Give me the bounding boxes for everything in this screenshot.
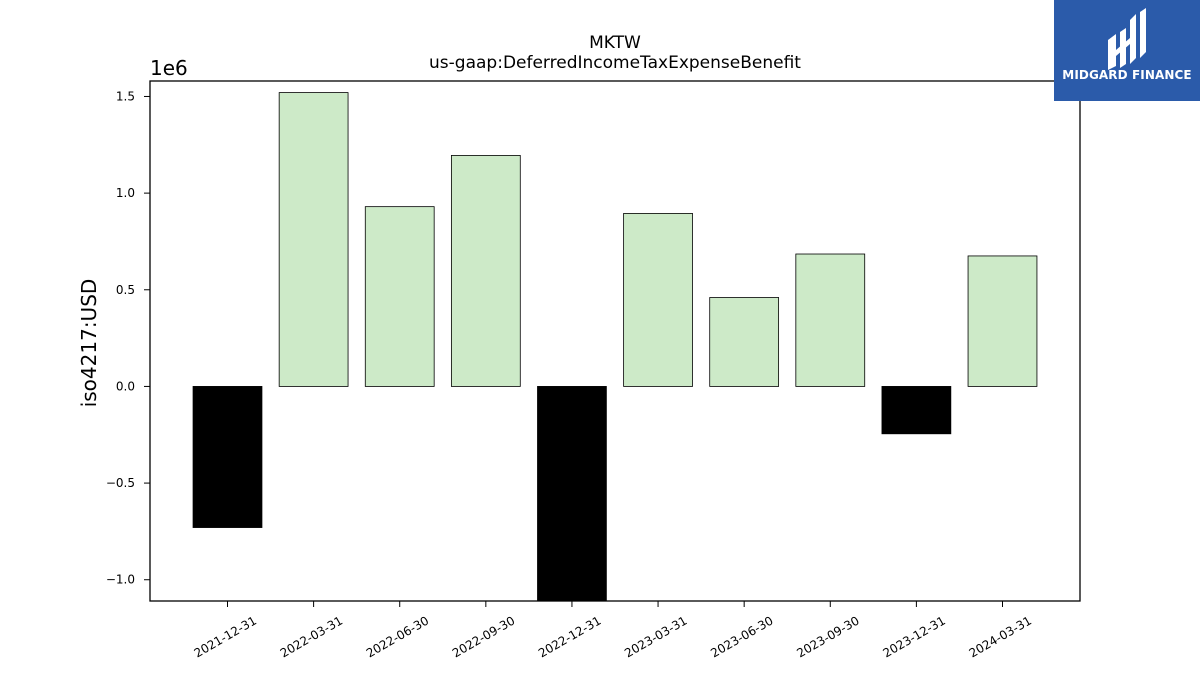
bar-2021-12-31 xyxy=(192,386,263,528)
y-tick-label: 1.0 xyxy=(116,186,135,200)
x-tick-label: 2023-09-30 xyxy=(794,613,861,660)
chart-subtitle: us-gaap:DeferredIncomeTaxExpenseBenefit xyxy=(429,53,801,73)
midgard-logo-icon xyxy=(1108,8,1146,70)
bar-2023-06-30 xyxy=(709,297,780,387)
midgard-finance-logo: MIDGARD FINANCE xyxy=(1054,0,1200,101)
bar-2022-03-31 xyxy=(278,92,349,387)
x-tick-label: 2022-03-31 xyxy=(278,613,345,660)
bar-2023-12-31 xyxy=(881,386,952,435)
x-tick-label: 2024-03-31 xyxy=(967,613,1034,660)
x-tick-label: 2022-06-30 xyxy=(364,613,431,660)
x-tick-label: 2023-06-30 xyxy=(708,613,775,660)
chart-title: MKTW xyxy=(589,33,641,53)
bars-group xyxy=(192,92,1038,602)
x-tick-label: 2021-12-31 xyxy=(192,613,259,660)
bar-2022-09-30 xyxy=(450,155,521,387)
plot-frame xyxy=(149,80,1081,602)
bar-2022-06-30 xyxy=(364,206,435,387)
y-tick-label: −0.5 xyxy=(106,476,135,490)
logo-text: MIDGARD FINANCE xyxy=(1062,68,1192,82)
y-tick-label: 1.5 xyxy=(116,89,135,103)
bar-2023-03-31 xyxy=(623,213,693,387)
bar-2022-12-31 xyxy=(537,386,607,602)
y-tick-label: 0.5 xyxy=(116,283,135,297)
y-axis-label: iso4217:USD xyxy=(77,279,101,408)
y-offset-label: 1e6 xyxy=(150,56,188,80)
y-tick-label: −1.0 xyxy=(106,573,135,587)
x-tick-label: 2023-03-31 xyxy=(622,613,689,660)
x-ticks-group: 2021-12-31 2022-03-31 2022-06-30 2022-09-30… xyxy=(192,601,1034,660)
x-tick-label: 2023-12-31 xyxy=(880,613,947,660)
bar-2023-09-30 xyxy=(795,253,866,387)
y-ticks-group: −1.0 −0.5 0.0 0.5 1.0 1.5 xyxy=(106,89,150,587)
x-tick-label: 2022-09-30 xyxy=(450,613,517,660)
x-tick-label: 2022-12-31 xyxy=(536,613,603,660)
bar-2024-03-31 xyxy=(967,255,1038,387)
y-tick-label: 0.0 xyxy=(116,379,135,393)
